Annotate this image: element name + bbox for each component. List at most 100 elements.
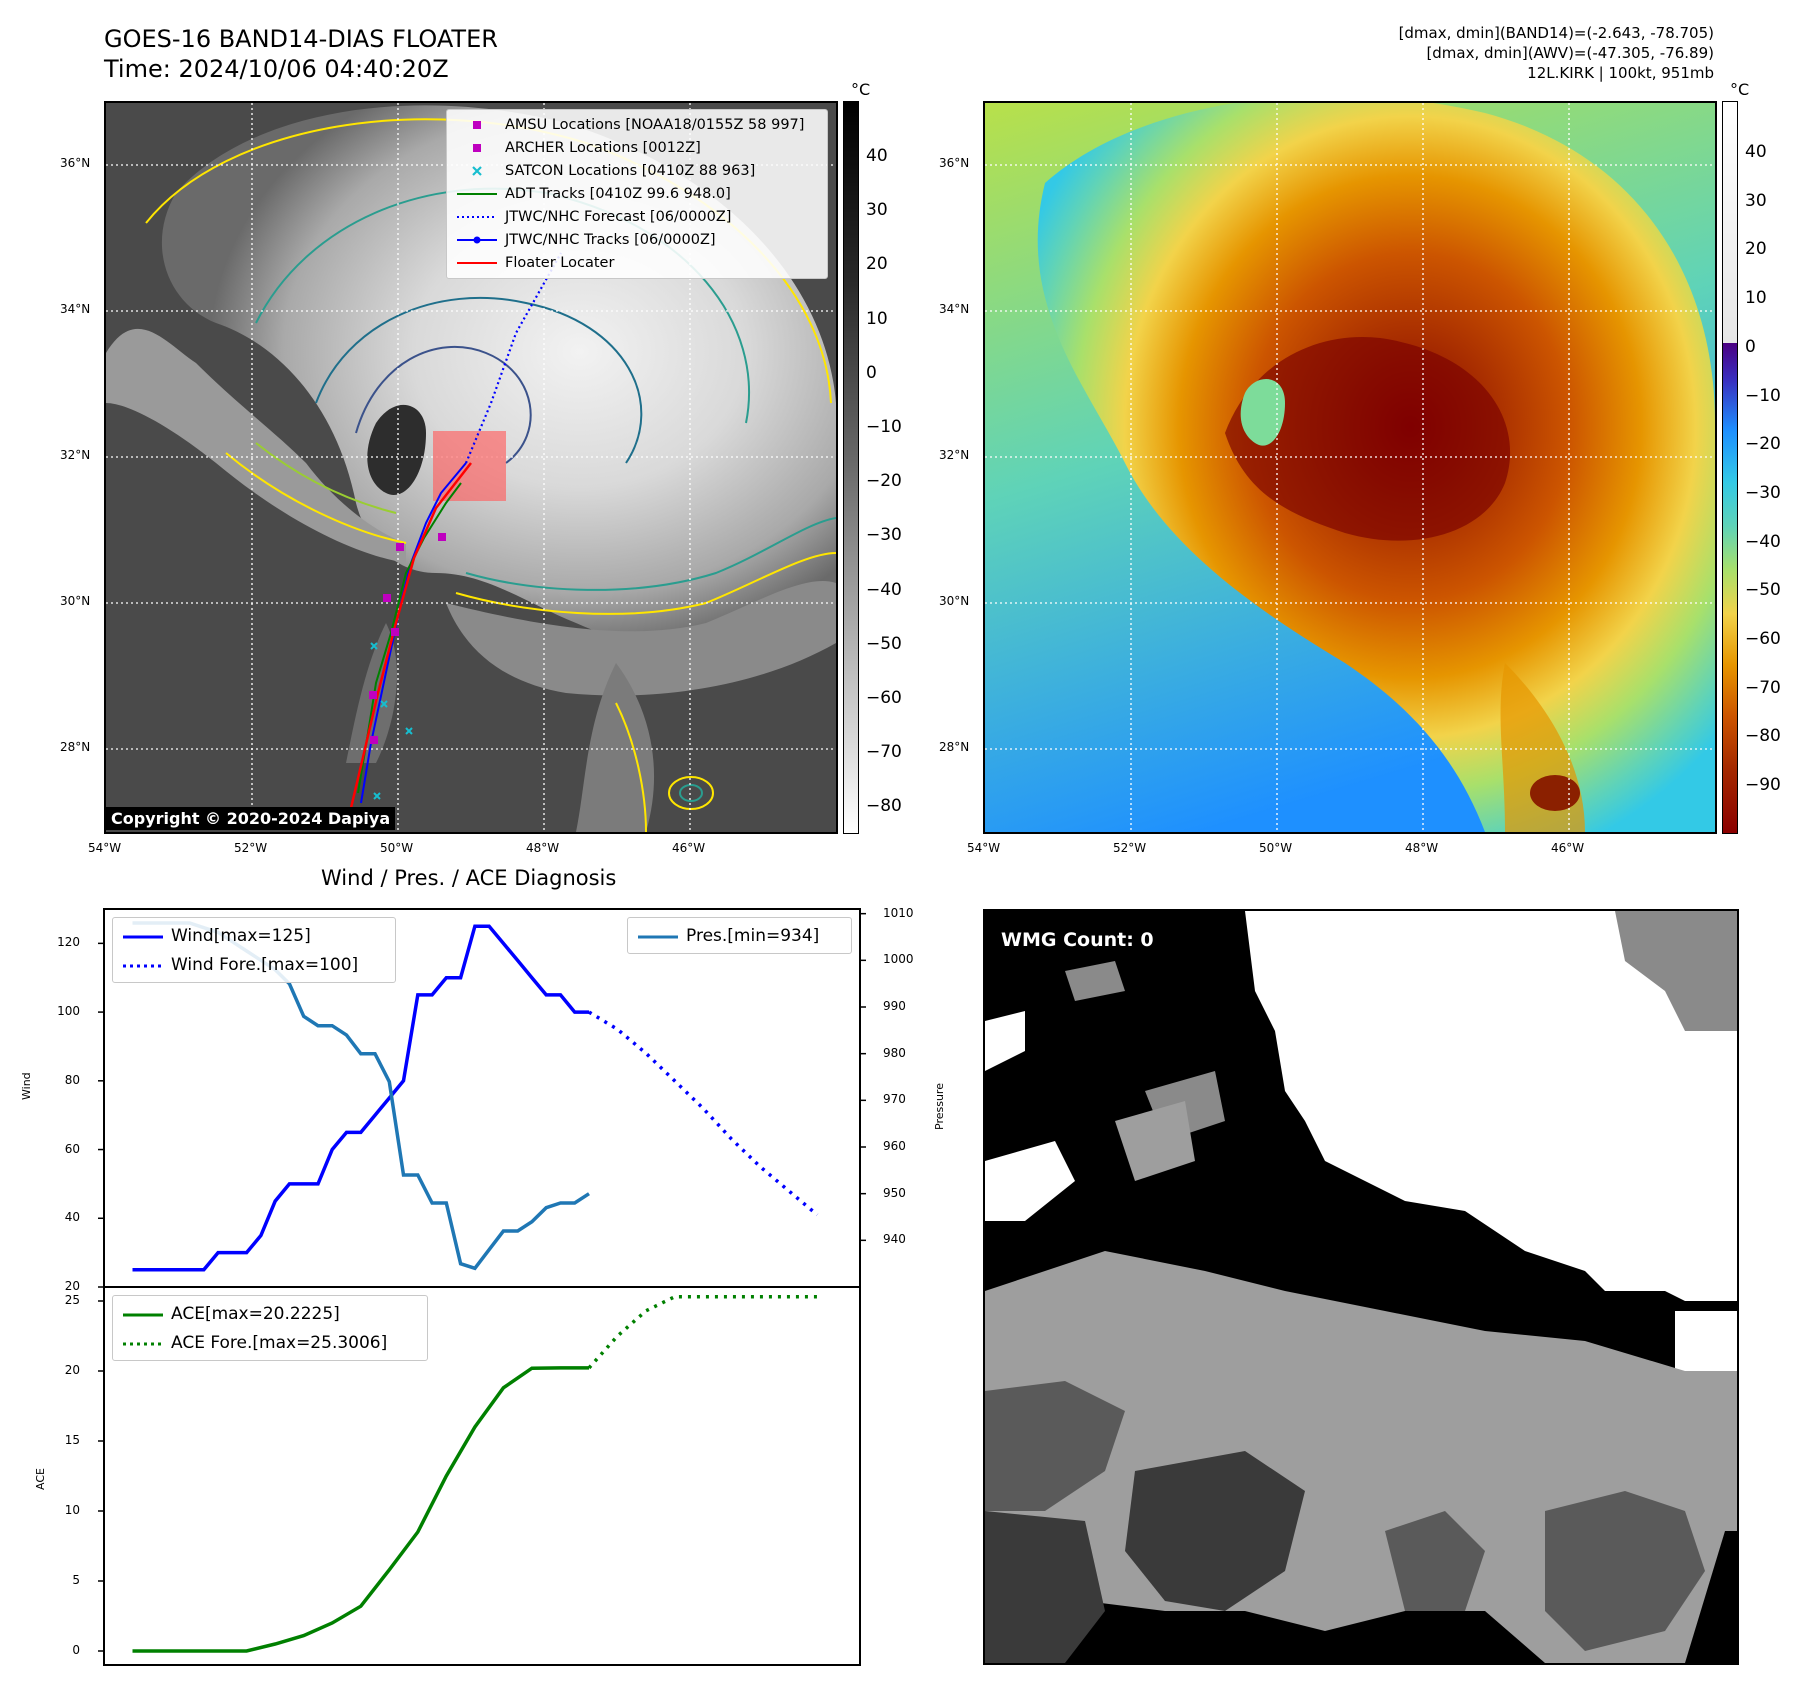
- axis-tick-label: 940: [883, 1232, 906, 1247]
- colorbar-tick-label: −80: [866, 796, 902, 817]
- legend-item-satcon: SATCON Locations [0410Z 88 963]: [455, 159, 819, 182]
- ace-legend: ACE[max=20.2225] ACE Fore.[max=25.3006]: [112, 1295, 428, 1361]
- lat-label: 36°N: [939, 156, 970, 170]
- lon-label: 48°W: [1405, 841, 1439, 855]
- legend-label: ADT Tracks [0410Z 99.6 948.0]: [505, 185, 731, 202]
- colorbar-tick-label: 40: [1745, 142, 1767, 162]
- axis-tick-label: 40: [64, 1210, 80, 1225]
- copyright-label: Copyright © 2020-2024 Dapiya: [106, 807, 396, 830]
- colorbar-tick-label: −30: [866, 525, 902, 546]
- colorbar-tick-label: 10: [866, 308, 888, 329]
- colorbar-tick-label: −40: [1745, 531, 1781, 552]
- axis-tick-label: 80: [64, 1072, 80, 1087]
- colorbar-tick-label: −70: [866, 742, 902, 763]
- ace-forecast-series-line: [587, 1295, 818, 1370]
- axis-tick-label: 1010: [883, 905, 914, 920]
- ir-color-imagery: [985, 103, 1715, 832]
- colorbar-unit: °C: [1730, 80, 1750, 99]
- colorbar-tick-label: −20: [866, 471, 902, 492]
- axis-tick-label: 960: [883, 1139, 906, 1153]
- wind-axis-label: Wind: [20, 1072, 33, 1100]
- axis-tick-label: 5: [72, 1573, 80, 1587]
- colorbar-tick-label: −80: [1745, 726, 1781, 747]
- colorbar-tick-label: −90: [1745, 775, 1781, 796]
- colorbar-tick-label: 10: [1745, 288, 1767, 309]
- legend-label: ACE Fore.[max=25.3006]: [171, 1332, 388, 1353]
- blue-line-dot-marker-icon: [455, 233, 499, 247]
- colorbar-tick-label: −40: [866, 579, 902, 600]
- axis-tick-label: 60: [64, 1141, 80, 1156]
- pressure-axis-label: Pressure: [933, 1083, 946, 1130]
- legend-label: Wind[max=125]: [171, 925, 311, 946]
- lon-label: 48°W: [526, 841, 560, 855]
- colorbar-tick-label: 20: [866, 254, 888, 275]
- lat-label: 30°N: [939, 594, 970, 608]
- lat-label: 32°N: [939, 448, 970, 462]
- lat-label: 34°N: [60, 302, 91, 316]
- legend-label: AMSU Locations [NOAA18/0155Z 58 997]: [505, 116, 805, 133]
- ir-color-map: [983, 101, 1717, 834]
- wmg-panel: WMG Count: 0: [983, 909, 1739, 1665]
- lon-label: 52°W: [234, 841, 268, 855]
- legend-item-wind-fore: Wind Fore.[max=100]: [121, 950, 387, 979]
- legend-label: Pres.[min=934]: [686, 925, 820, 946]
- ace-series-line: [132, 1366, 589, 1653]
- colorbar-tick-label: 0: [866, 362, 877, 383]
- legend-label: JTWC/NHC Tracks [06/0000Z]: [505, 231, 716, 248]
- chart-title-line2: Time: 2024/10/06 04:40:20Z: [104, 55, 449, 83]
- lon-label: 54°W: [967, 841, 1001, 855]
- colorbar-tick-label: −50: [866, 633, 902, 654]
- axis-tick-label: 990: [883, 999, 906, 1013]
- colorbar-tick-label: −30: [1745, 482, 1781, 503]
- lon-label: 46°W: [1551, 841, 1585, 855]
- axis-tick-label: 0: [72, 1643, 80, 1657]
- axis-tick-label: 15: [64, 1433, 80, 1447]
- axis-tick-label: 950: [883, 1185, 906, 1200]
- green-line-icon: [455, 187, 499, 201]
- axis-tick-label: 100: [57, 1004, 80, 1019]
- info-line-3: 12L.KIRK | 100kt, 951mb: [1527, 64, 1714, 82]
- legend-item-forecast: JTWC/NHC Forecast [06/0000Z]: [455, 205, 819, 228]
- colorbar-tick-label: 0: [1745, 336, 1756, 357]
- axis-tick-label: 120: [57, 935, 80, 950]
- blue-line-icon: [121, 929, 165, 943]
- blue-dotted-line-icon: [121, 958, 165, 972]
- axis-tick-label: 20: [64, 1363, 80, 1377]
- green-dotted-line-icon: [121, 1336, 165, 1350]
- steelblue-line-icon: [636, 929, 680, 943]
- axis-tick-label: 980: [883, 1045, 906, 1060]
- pressure-legend: Pres.[min=934]: [627, 917, 852, 954]
- legend-item-archer: ARCHER Locations [0012Z]: [455, 136, 819, 159]
- lat-label: 28°N: [60, 740, 91, 754]
- lat-label: 32°N: [60, 448, 91, 462]
- axis-tick-label: 10: [64, 1503, 80, 1517]
- legend-label: SATCON Locations [0410Z 88 963]: [505, 162, 756, 179]
- legend-item-adt: ADT Tracks [0410Z 99.6 948.0]: [455, 182, 819, 205]
- lat-label: 30°N: [60, 594, 91, 608]
- magenta-square-marker-icon: [455, 118, 499, 132]
- ace-axis-label: ACE: [34, 1468, 47, 1490]
- wind-legend: Wind[max=125] Wind Fore.[max=100]: [112, 917, 396, 983]
- wmg-imagery: [985, 911, 1737, 1663]
- colorbar-tick-label: −20: [1745, 434, 1781, 455]
- colorbar-unit: °C: [851, 80, 871, 99]
- wind-forecast-series-line: [588, 1010, 819, 1217]
- lon-label: 50°W: [1259, 841, 1293, 855]
- info-line-2: [dmax, dmin](AWV)=(-47.305, -76.89): [1426, 44, 1714, 62]
- axis-tick-label: 20: [64, 1279, 80, 1293]
- diagnosis-title: Wind / Pres. / ACE Diagnosis: [321, 866, 617, 890]
- magenta-square-marker-icon: [455, 141, 499, 155]
- legend-label: ARCHER Locations [0012Z]: [505, 139, 701, 156]
- colorbar-tick-label: −50: [1745, 580, 1781, 601]
- legend-label: ACE[max=20.2225]: [171, 1303, 340, 1324]
- legend-item-amsu: AMSU Locations [NOAA18/0155Z 58 997]: [455, 113, 819, 136]
- colorbar-tick-label: 30: [866, 200, 888, 221]
- lat-label: 28°N: [939, 740, 970, 754]
- legend-label: Wind Fore.[max=100]: [171, 954, 359, 975]
- legend-item-ace-fore: ACE Fore.[max=25.3006]: [121, 1328, 419, 1357]
- color-colorbar: [1722, 101, 1738, 834]
- colorbar-tick-label: 30: [1745, 190, 1767, 211]
- legend-item-floater: Floater Locater: [455, 251, 819, 274]
- lon-label: 52°W: [1113, 841, 1147, 855]
- info-line-1: [dmax, dmin](BAND14)=(-2.643, -78.705): [1398, 24, 1714, 42]
